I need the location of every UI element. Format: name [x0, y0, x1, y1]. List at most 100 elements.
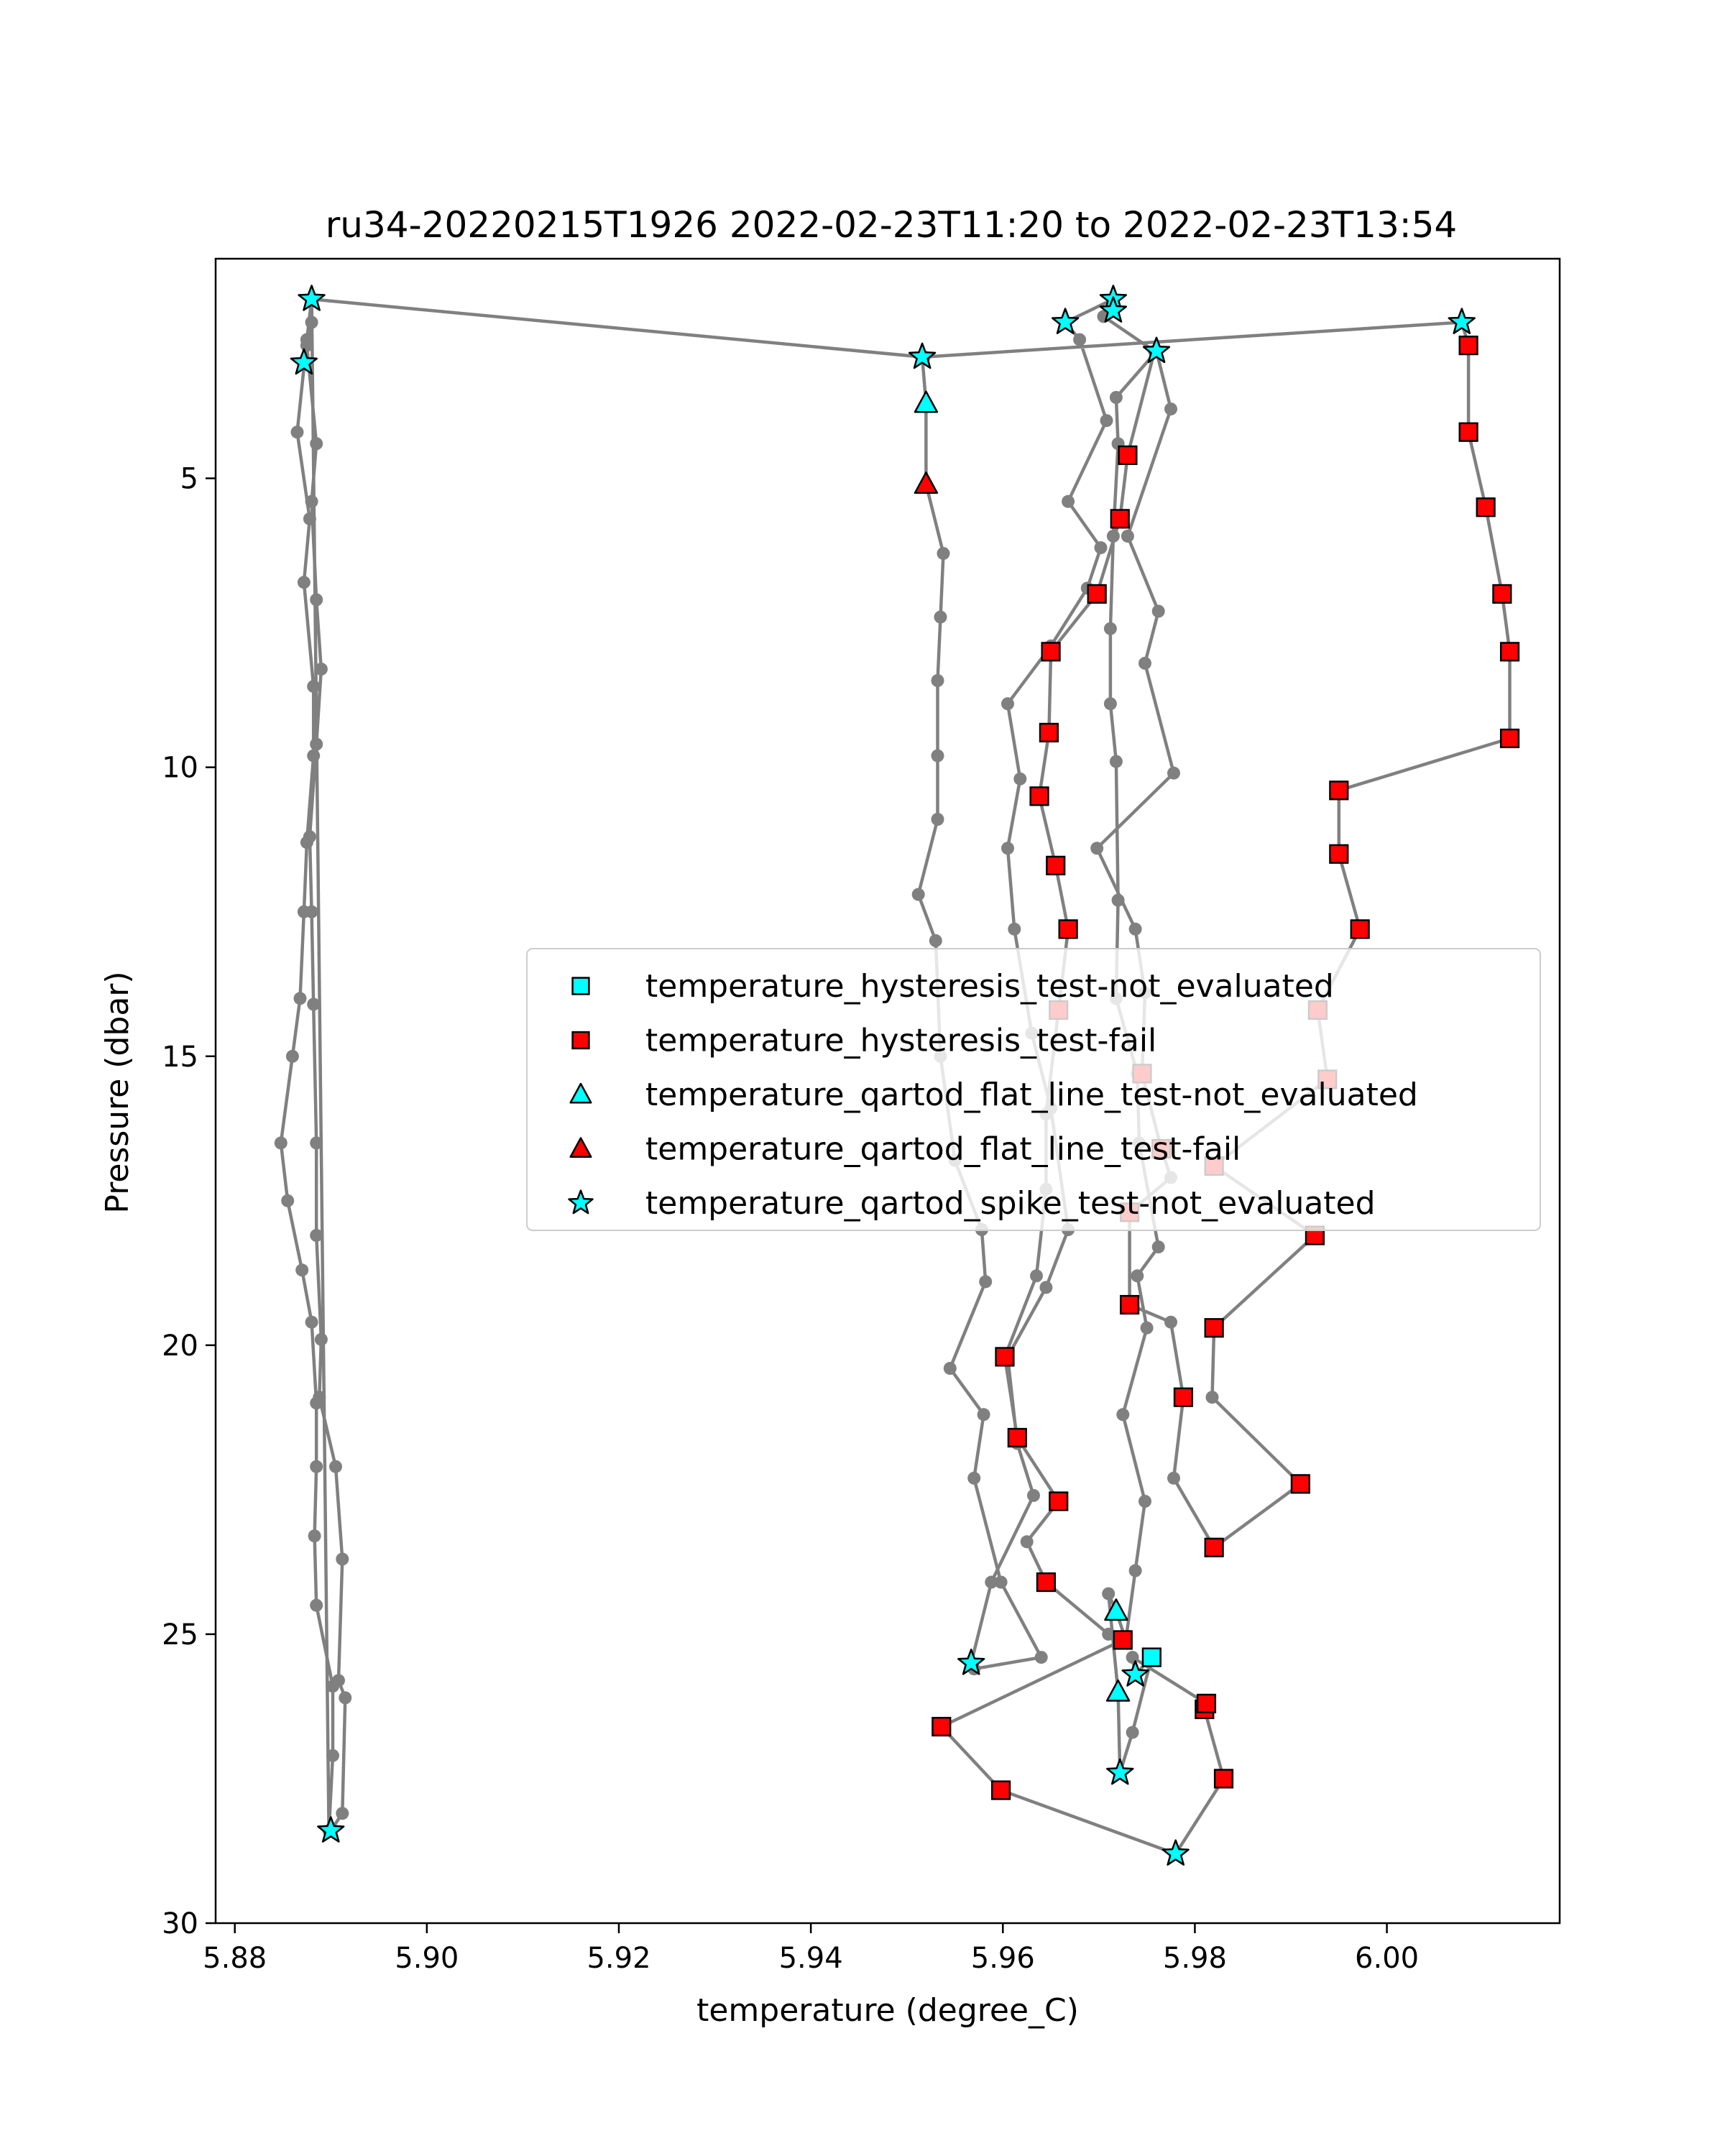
profile-point: [290, 425, 304, 439]
profile-point: [934, 610, 947, 624]
y-tick-label: 5: [180, 463, 198, 496]
profile-point: [931, 674, 944, 687]
profile-point: [1027, 1488, 1040, 1502]
profile-point: [336, 1807, 349, 1820]
profile-point: [308, 1529, 321, 1543]
profile-point: [929, 934, 942, 947]
profile-point: [1128, 922, 1142, 936]
qc-marker-square: [1290, 1474, 1310, 1494]
profile-point: [336, 1552, 349, 1566]
qc-marker-square: [1041, 642, 1061, 662]
profile-point: [931, 813, 944, 826]
y-axis-label: Pressure (dbar): [99, 971, 136, 1213]
qc-marker-star: [290, 348, 318, 375]
x-tick-label: 5.94: [779, 1942, 843, 1975]
profile-point: [1094, 541, 1108, 555]
profile-point: [985, 1575, 998, 1589]
profile-point: [307, 749, 321, 763]
profile-point: [305, 494, 318, 508]
profile-point: [1167, 766, 1180, 780]
profile-point: [1001, 697, 1014, 711]
profile-point: [1164, 1315, 1177, 1329]
qc-marker-square: [1173, 1387, 1194, 1407]
x-tick-label: 5.90: [395, 1942, 459, 1975]
qc-marker-star: [1142, 336, 1171, 364]
qc-marker-star: [1051, 308, 1080, 334]
profile-point: [1205, 1391, 1219, 1404]
qc-marker-square: [1458, 336, 1478, 356]
plot-frame: [214, 257, 1561, 1925]
qc-marker-star: [1448, 308, 1476, 334]
profile-point: [314, 663, 328, 676]
qc-marker-star: [1099, 296, 1128, 323]
profile-point: [295, 1263, 309, 1277]
qc-marker-square: [1087, 584, 1107, 604]
profile-point: [297, 905, 310, 918]
y-tick-label: 25: [162, 1618, 198, 1651]
qc-marker-square: [1196, 1693, 1217, 1714]
profile-point: [943, 1362, 957, 1375]
profile-point: [1151, 1240, 1165, 1254]
qc-marker-star: [298, 285, 326, 311]
profile-point: [1167, 1471, 1180, 1485]
profile-point: [310, 593, 323, 607]
profile-point: [967, 1471, 981, 1485]
profile-point: [1131, 1269, 1144, 1283]
qc-marker-triangle: [1104, 1598, 1128, 1621]
legend-box: [526, 948, 1541, 1231]
profile-point: [303, 512, 316, 525]
legend-entry-label: temperature_hysteresis_test-fail: [645, 1023, 1156, 1059]
qc-marker-square: [1113, 1630, 1133, 1650]
profile-point: [310, 437, 323, 451]
profile-point: [931, 749, 944, 763]
profile-point: [297, 576, 310, 589]
profile-point: [1039, 1281, 1053, 1294]
chart-title: ru34-20220215T1926 2022-02-23T11:20 to 2…: [326, 204, 1458, 246]
profile-point: [1164, 402, 1177, 416]
qc-marker-square: [1110, 509, 1130, 529]
x-tick-label: 5.98: [1163, 1942, 1227, 1975]
qc-marker-square: [1499, 642, 1520, 662]
profile-lines: [279, 298, 1512, 1856]
profile-point: [1128, 1564, 1142, 1577]
profile-point: [1111, 893, 1125, 907]
legend-entry-label: temperature_qartod_flat_line_test-fail: [645, 1131, 1241, 1168]
qc-marker-star: [957, 1649, 985, 1675]
qc-marker-square: [1118, 445, 1138, 466]
profile-point: [1013, 772, 1027, 786]
legend-entry-label: temperature_qartod_spike_test-not_evalua…: [645, 1185, 1376, 1222]
x-axis-label: temperature (degree_C): [696, 1992, 1079, 2029]
profile-point: [1034, 1651, 1048, 1664]
profile-point: [329, 1460, 342, 1473]
legend: temperature_hysteresis_test-not_evaluate…: [526, 948, 1541, 1231]
qc-marker-square: [1458, 422, 1478, 442]
profile-point: [314, 1332, 328, 1346]
qc-marker-square: [932, 1716, 952, 1737]
legend-marker-triangle: [569, 1137, 592, 1158]
x-tick-label: 5.96: [971, 1942, 1035, 1975]
profile-point: [305, 1315, 318, 1329]
legend-entry-label: temperature_qartod_flat_line_test-not_ev…: [645, 1077, 1418, 1113]
x-tick-label: 5.88: [203, 1942, 267, 1975]
profile-point: [274, 1136, 288, 1150]
qc-marker-square: [1039, 722, 1059, 743]
qc-marker-square: [991, 1780, 1011, 1800]
y-tick-label: 20: [162, 1330, 198, 1363]
qc-marker-square: [1476, 497, 1496, 517]
qc-marker-square: [995, 1347, 1015, 1367]
profile-point: [310, 1229, 323, 1242]
y-tick-label: 15: [162, 1041, 198, 1074]
profile-point: [1090, 842, 1104, 855]
profile-point: [300, 333, 313, 346]
profile-point: [1073, 333, 1087, 346]
profile-point: [1126, 1726, 1139, 1739]
profile-point: [339, 1691, 352, 1705]
qc-marker-triangle: [914, 390, 939, 413]
qc-marker-square: [1036, 1572, 1056, 1593]
profile-point: [1102, 1627, 1116, 1641]
qc-marker-square: [1492, 584, 1512, 604]
profile-point: [1151, 604, 1165, 618]
profile-point: [1030, 1269, 1043, 1283]
legend-marker-triangle: [569, 1082, 592, 1104]
